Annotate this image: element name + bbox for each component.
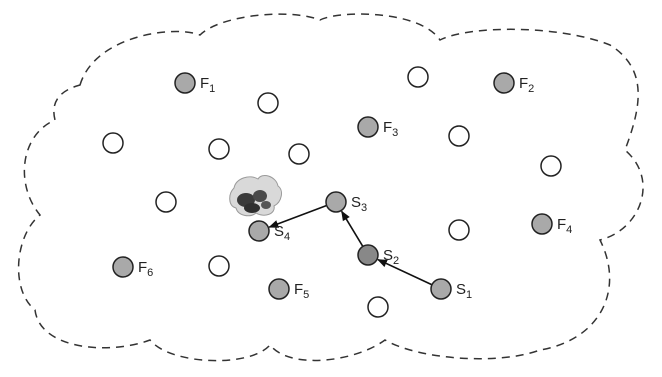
sensor-node xyxy=(540,155,562,177)
node-s1: S1 xyxy=(430,278,472,301)
node-f6: F6 xyxy=(112,256,153,279)
node-f5-circle xyxy=(268,278,290,300)
node-s4: S4 xyxy=(248,220,290,243)
arrow-s3-to-s4 xyxy=(268,204,327,228)
sensor-node xyxy=(448,125,470,147)
sensor-node xyxy=(208,255,230,277)
node-f3-circle xyxy=(357,116,379,138)
unlabeled-nodes-layer xyxy=(102,66,562,318)
node-s4-circle xyxy=(248,220,270,242)
sensor-node xyxy=(155,191,177,213)
fire-icon xyxy=(229,175,282,217)
node-f2-circle xyxy=(493,72,515,94)
node-f4-circle xyxy=(531,213,553,235)
sensor-node xyxy=(288,143,310,165)
node-f5: F5 xyxy=(268,278,309,301)
node-f2-label: F2 xyxy=(519,75,534,95)
sensor-node xyxy=(102,132,124,154)
sensor-node xyxy=(448,219,470,241)
node-s3-circle xyxy=(325,191,347,213)
node-s4-label: S4 xyxy=(274,223,290,243)
arrows-layer xyxy=(268,204,433,286)
sensor-node xyxy=(208,138,230,160)
node-s3-label: S3 xyxy=(351,194,367,214)
node-f1-circle xyxy=(174,72,196,94)
node-s1-circle xyxy=(430,278,452,300)
arrow-s2-to-s3 xyxy=(341,210,364,247)
node-f2: F2 xyxy=(493,72,534,95)
node-f6-circle xyxy=(112,256,134,278)
node-f5-label: F5 xyxy=(294,281,309,301)
node-s2: S2 xyxy=(357,244,399,267)
sensor-node xyxy=(367,296,389,318)
node-f4-label: F4 xyxy=(557,216,572,236)
node-f3: F3 xyxy=(357,116,398,139)
sensor-node xyxy=(407,66,429,88)
node-f3-label: F3 xyxy=(383,119,398,139)
node-s3: S3 xyxy=(325,191,367,214)
node-f1-label: F1 xyxy=(200,75,215,95)
node-s2-circle xyxy=(357,244,379,266)
node-f1: F1 xyxy=(174,72,215,95)
arrow-s1-to-s2 xyxy=(377,258,433,286)
node-f4: F4 xyxy=(531,213,572,236)
node-s1-label: S1 xyxy=(456,281,472,301)
labeled-nodes-layer: F1 F2 F3 F4 F5 F6 S1 S2 S3 S4 xyxy=(112,72,572,301)
sensor-node xyxy=(257,92,279,114)
node-f6-label: F6 xyxy=(138,259,153,279)
node-s2-label: S2 xyxy=(383,247,399,267)
deployment-region-boundary xyxy=(17,13,644,362)
